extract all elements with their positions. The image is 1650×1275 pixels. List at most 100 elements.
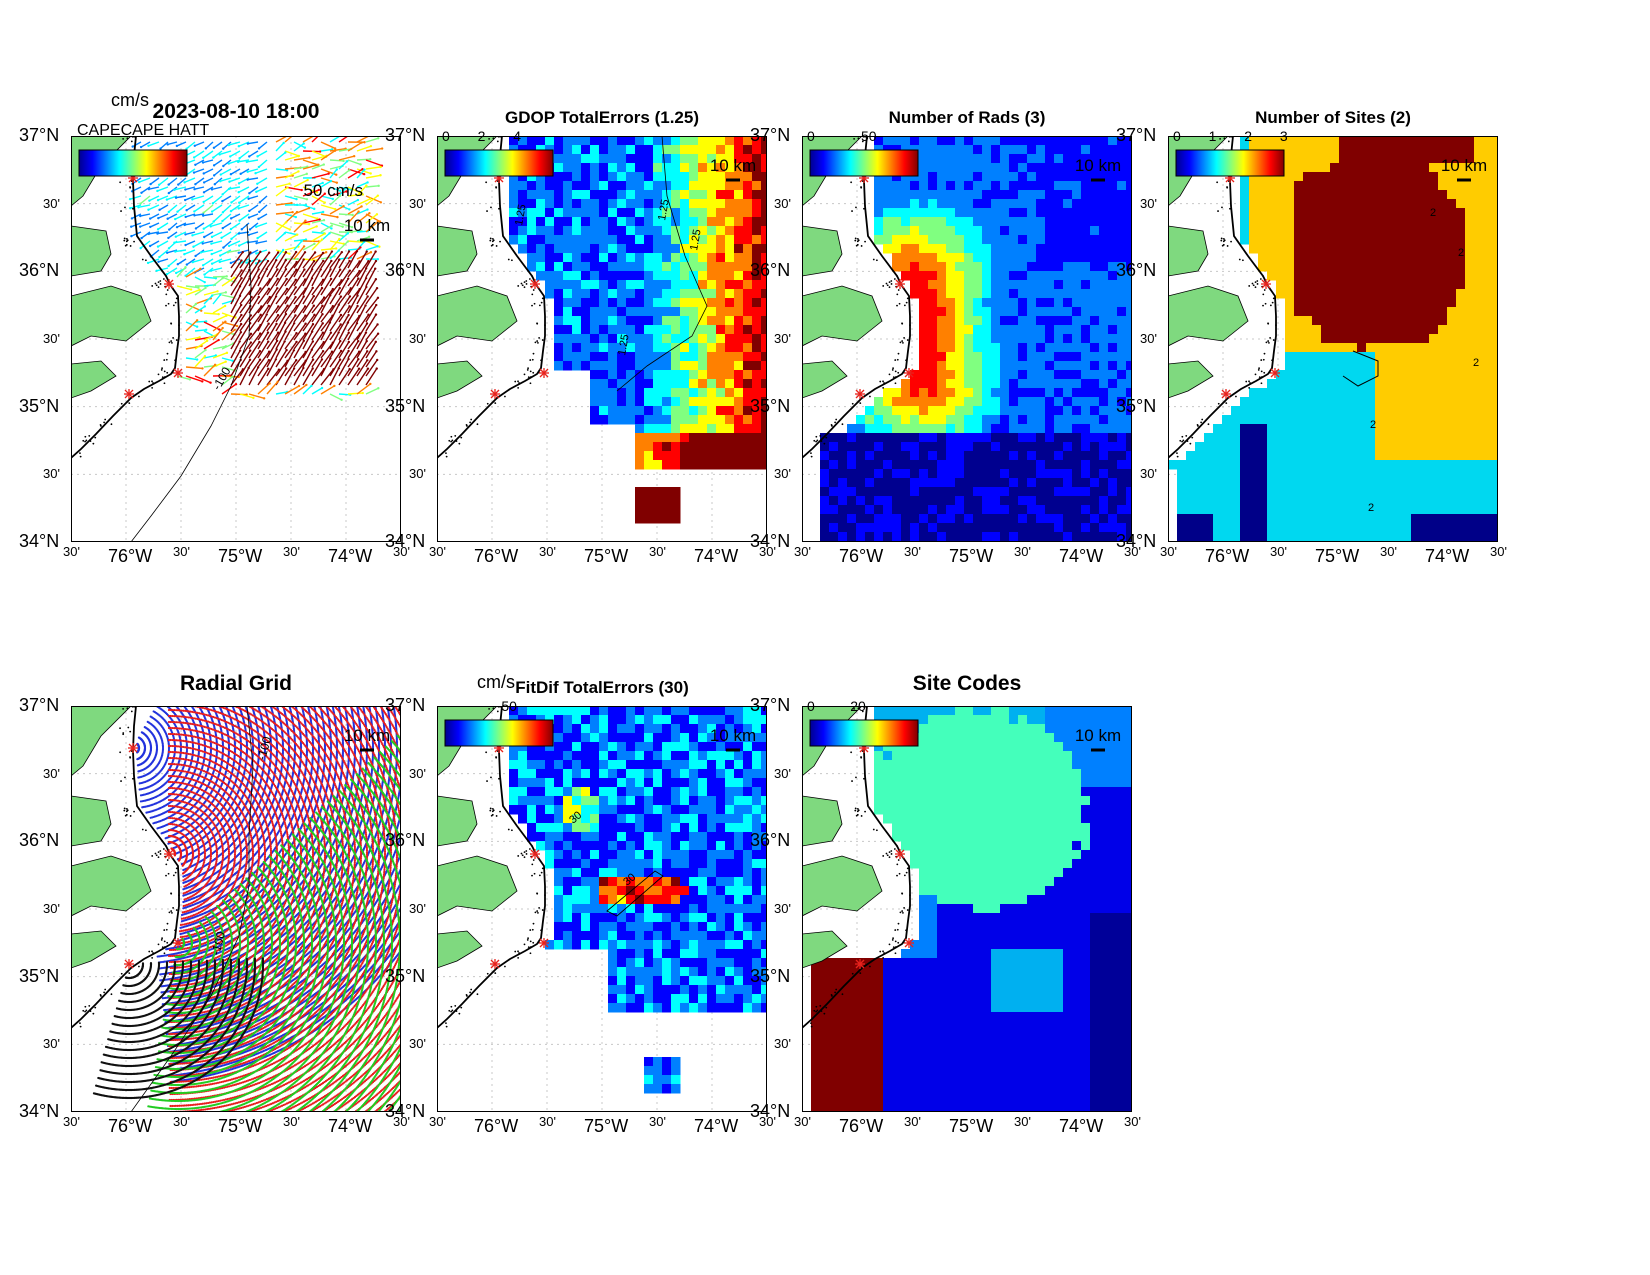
latitude-tick-label: 35°N bbox=[19, 966, 59, 987]
map-panel-num-sites: 2 2 2 2 2 10 km bbox=[1168, 136, 1498, 542]
longitude-tick-label: 30' bbox=[429, 544, 446, 559]
latitude-tick-label: 30' bbox=[774, 766, 791, 781]
colorbar-tick-label: 1 bbox=[1209, 128, 1217, 144]
latitude-tick-label: 35°N bbox=[750, 396, 790, 417]
longitude-tick-label: 74°W bbox=[694, 1116, 738, 1137]
longitude-tick-label: 30' bbox=[649, 1114, 666, 1129]
longitude-tick-label: 30' bbox=[539, 1114, 556, 1129]
panel-title: 2023-08-10 18:00 bbox=[51, 100, 421, 124]
colorbar-tick-label: 0 bbox=[807, 128, 815, 144]
latitude-tick-label: 35°N bbox=[750, 966, 790, 987]
latitude-tick-label: 35°N bbox=[1116, 396, 1156, 417]
station-marker bbox=[124, 959, 134, 969]
latitude-tick-label: 30' bbox=[774, 466, 791, 481]
scale-bar-label: 10 km bbox=[710, 726, 756, 745]
station-marker bbox=[164, 849, 174, 859]
map-frame bbox=[1168, 136, 1498, 542]
contour-line bbox=[606, 870, 664, 917]
map-frame bbox=[802, 136, 1132, 542]
latitude-tick-label: 34°N bbox=[750, 1101, 790, 1122]
station-marker bbox=[539, 368, 549, 378]
panel-title: FitDif TotalErrors (30) bbox=[417, 678, 787, 698]
contour-label: 2 bbox=[1430, 207, 1436, 219]
colorbar bbox=[444, 719, 554, 747]
contour-label: -100 bbox=[208, 930, 228, 957]
longitude-tick-label: 76°W bbox=[108, 1116, 152, 1137]
map-frame bbox=[71, 136, 401, 542]
station-marker bbox=[855, 389, 865, 399]
coastline-land bbox=[802, 706, 911, 1029]
station-marker bbox=[173, 368, 183, 378]
latitude-tick-label: 37°N bbox=[19, 125, 59, 146]
longitude-tick-label: 30' bbox=[393, 544, 410, 559]
station-marker bbox=[490, 389, 500, 399]
latitude-tick-label: 30' bbox=[43, 1036, 60, 1051]
longitude-tick-label: 30' bbox=[1160, 544, 1177, 559]
panel-title: Number of Rads (3) bbox=[782, 108, 1152, 128]
colorbar-tick-label: 3 bbox=[1280, 128, 1288, 144]
colorbar-tick-label: 2 bbox=[478, 128, 486, 144]
colorbar bbox=[809, 719, 919, 747]
longitude-tick-label: 76°W bbox=[474, 1116, 518, 1137]
latitude-tick-label: 30' bbox=[1140, 331, 1157, 346]
station-marker bbox=[1261, 279, 1271, 289]
station-marker bbox=[530, 279, 540, 289]
longitude-tick-label: 30' bbox=[173, 1114, 190, 1129]
scale-bar-label: 10 km bbox=[1441, 156, 1487, 175]
station-marker bbox=[539, 938, 549, 948]
longitude-tick-label: 30' bbox=[649, 544, 666, 559]
latitude-tick-label: 30' bbox=[774, 331, 791, 346]
station-marker bbox=[855, 959, 865, 969]
panel-title: Number of Sites (2) bbox=[1148, 108, 1518, 128]
coastline-land bbox=[437, 136, 546, 459]
panel-title: Radial Grid bbox=[51, 672, 421, 696]
longitude-tick-label: 30' bbox=[1270, 544, 1287, 559]
latitude-tick-label: 30' bbox=[409, 901, 426, 916]
latitude-tick-label: 36°N bbox=[385, 260, 425, 281]
scale-bar-label: 10 km bbox=[710, 156, 756, 175]
longitude-tick-label: 74°W bbox=[1059, 1116, 1103, 1137]
contour-line bbox=[1342, 350, 1379, 387]
station-markers bbox=[490, 173, 549, 399]
contour-label: 1.25 bbox=[688, 228, 704, 251]
longitude-tick-label: 30' bbox=[429, 1114, 446, 1129]
latitude-tick-label: 37°N bbox=[385, 695, 425, 716]
map-panel-site-codes: 10 km bbox=[802, 706, 1132, 1112]
latitude-tick-label: 37°N bbox=[385, 125, 425, 146]
longitude-tick-label: 30' bbox=[283, 544, 300, 559]
station-marker bbox=[895, 849, 905, 859]
contour-label: 2 bbox=[1370, 419, 1376, 431]
latitude-tick-label: 30' bbox=[43, 196, 60, 211]
longitude-tick-label: 30' bbox=[1490, 544, 1507, 559]
longitude-tick-label: 76°W bbox=[108, 546, 152, 567]
map-panel-num-rads: 10 km bbox=[802, 136, 1132, 542]
station-markers bbox=[124, 743, 183, 969]
gridded-field bbox=[1168, 136, 1498, 542]
gridded-field bbox=[509, 136, 767, 524]
latitude-tick-label: 36°N bbox=[750, 260, 790, 281]
latitude-tick-label: 34°N bbox=[1116, 531, 1156, 552]
latitude-tick-label: 30' bbox=[43, 466, 60, 481]
latitude-tick-label: 30' bbox=[43, 331, 60, 346]
contour-label: 2 bbox=[1473, 357, 1479, 369]
radial-grid-points bbox=[92, 706, 401, 1112]
contour-label: 2 bbox=[1458, 247, 1464, 259]
latitude-tick-label: 30' bbox=[409, 766, 426, 781]
latitude-tick-label: 35°N bbox=[385, 966, 425, 987]
colorbar-tick-label: 0 bbox=[442, 128, 450, 144]
longitude-tick-label: 74°W bbox=[328, 546, 372, 567]
station-marker bbox=[1221, 389, 1231, 399]
colorbar-unit-label: cm/s bbox=[477, 672, 515, 693]
station-marker bbox=[128, 743, 138, 753]
longitude-tick-label: 75°W bbox=[218, 546, 262, 567]
latitude-tick-label: 37°N bbox=[750, 125, 790, 146]
station-marker bbox=[1270, 368, 1280, 378]
longitude-tick-label: 30' bbox=[1014, 1114, 1031, 1129]
longitude-tick-label: 75°W bbox=[949, 546, 993, 567]
station-marker bbox=[904, 368, 914, 378]
map-panel-radial-grid: -100 -100 10 km bbox=[71, 706, 401, 1112]
contour-label: 2 bbox=[1368, 502, 1374, 514]
colorbar-tick-label: 2 bbox=[1244, 128, 1252, 144]
